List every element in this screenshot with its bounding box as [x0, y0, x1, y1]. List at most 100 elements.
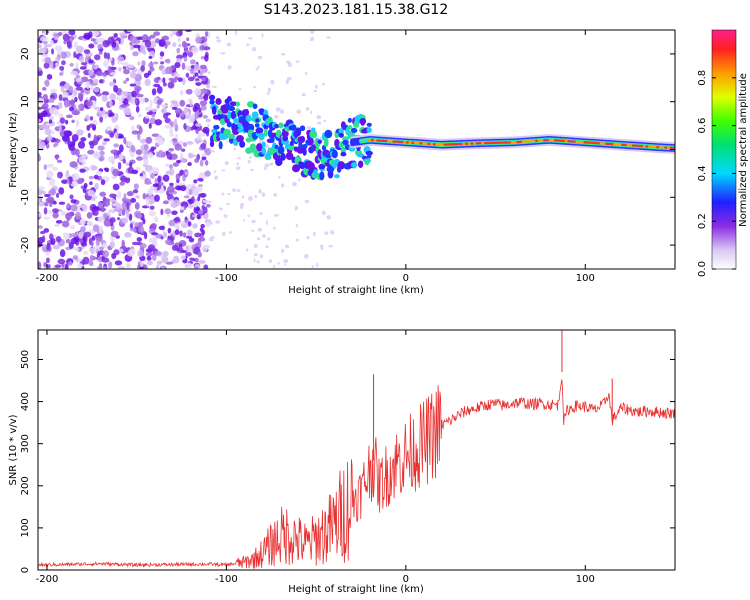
heatmap-cell [642, 145, 647, 148]
heatmap-cell [126, 30, 135, 33]
heatmap-cell [93, 134, 97, 143]
heatmap-cell [117, 162, 122, 170]
heatmap-cell [252, 86, 256, 89]
heatmap-cell [481, 141, 485, 145]
heatmap-cell [44, 57, 52, 64]
heatmap-cell [223, 214, 228, 218]
heatmap-cell [131, 169, 139, 174]
heatmap-cell [650, 145, 655, 149]
heatmap-cell [256, 260, 260, 264]
heatmap-cell [185, 252, 192, 257]
heatmap-cell [199, 159, 204, 167]
heatmap-cell [516, 140, 520, 144]
heatmap-cell [247, 214, 250, 217]
heatmap-cell [106, 52, 111, 60]
y-tick-label: 0 [20, 146, 31, 152]
heatmap-cell [350, 127, 358, 133]
heatmap-cell [256, 143, 263, 152]
heatmap-cell [136, 87, 140, 96]
heatmap-cell [75, 45, 84, 54]
heatmap-cell [184, 219, 189, 223]
heatmap-cell [309, 30, 315, 34]
heatmap-cell [205, 221, 211, 228]
heatmap-cell [177, 77, 183, 82]
heatmap-cell [85, 114, 90, 122]
heatmap-cell [183, 122, 187, 130]
y-tick-label: 200 [20, 476, 31, 495]
heatmap-cell [149, 34, 156, 39]
heatmap-cell [94, 54, 101, 61]
heatmap-cell [109, 217, 116, 224]
heatmap-cell [295, 60, 300, 63]
heatmap-cell [208, 237, 214, 242]
heatmap-cell [273, 264, 276, 269]
heatmap-cell [92, 224, 100, 232]
heatmap-cell [309, 110, 313, 115]
heatmap-cell [164, 239, 171, 245]
heatmap-cell [146, 255, 152, 261]
heatmap-cell [100, 206, 106, 213]
heatmap-cell [284, 263, 287, 266]
heatmap-cell [200, 223, 205, 229]
heatmap-cell [218, 140, 223, 150]
heatmap-cell [136, 213, 142, 219]
heatmap-cell [212, 85, 217, 88]
heatmap-cell [57, 173, 62, 179]
heatmap-cell [92, 78, 99, 84]
heatmap-cell [49, 188, 56, 196]
heatmap-cell [130, 197, 137, 203]
heatmap-cell [46, 196, 55, 203]
heatmap-cell [250, 229, 255, 232]
heatmap-cell [286, 76, 292, 81]
heatmap-cell [311, 127, 316, 133]
heatmap-cell [102, 242, 108, 249]
heatmap-cell [69, 176, 73, 185]
heatmap-cell [42, 93, 48, 101]
heatmap-cell [545, 138, 550, 142]
heatmap-cell [100, 179, 106, 186]
heatmap-cell [55, 139, 61, 143]
heatmap-cell [78, 231, 84, 239]
heatmap-cell [172, 255, 180, 264]
heatmap-cell [50, 238, 56, 246]
heatmap-cell [257, 65, 260, 69]
heatmap-cell [80, 62, 88, 66]
heatmap-cell [331, 149, 338, 159]
heatmap-cell [83, 32, 91, 40]
heatmap-cell [85, 100, 93, 107]
heatmap-cell [280, 152, 286, 161]
heatmap-cell [64, 99, 69, 108]
heatmap-cell [101, 91, 110, 96]
heatmap-cell [340, 147, 346, 154]
heatmap-cell [198, 185, 203, 192]
heatmap-cell [227, 106, 236, 112]
heatmap-cell [46, 163, 54, 168]
heatmap-cell [80, 185, 85, 189]
heatmap-cell [90, 241, 94, 247]
heatmap-cell [264, 166, 267, 170]
heatmap-cell [575, 140, 580, 143]
heatmap-cell [103, 51, 108, 59]
heatmap-cell [301, 144, 308, 150]
heatmap-cell [258, 189, 262, 194]
heatmap-cell [161, 255, 169, 264]
heatmap-cell [244, 108, 249, 117]
heatmap-cell [85, 81, 91, 89]
heatmap-cell [184, 30, 193, 33]
heatmap-cell [252, 47, 257, 52]
heatmap-cell [596, 142, 601, 145]
heatmap-cell [38, 153, 41, 162]
y-tick-label: 100 [20, 518, 31, 537]
heatmap-cell [543, 139, 547, 142]
heatmap-cell [62, 91, 69, 98]
heatmap-cell [275, 107, 281, 112]
heatmap-cell [171, 244, 179, 251]
heatmap-cell [66, 40, 72, 48]
x-tick-label: -100 [215, 574, 238, 585]
heatmap-cell [223, 128, 231, 136]
heatmap-cell [605, 142, 609, 145]
heatmap-cell [258, 132, 265, 141]
heatmap-cell [74, 96, 78, 103]
heatmap-cell [199, 64, 207, 70]
